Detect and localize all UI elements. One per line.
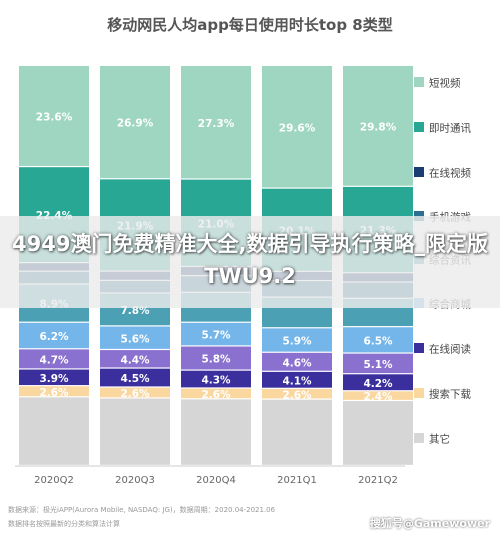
value-label: 2.4% (363, 391, 393, 403)
bar-segment (262, 371, 332, 388)
bar-segment (19, 369, 89, 386)
value-label: 2.6% (120, 388, 150, 400)
value-label: 26.9% (117, 118, 154, 130)
value-label: 2.6% (39, 387, 69, 399)
overlay-headline: 4949澳门免费精准大全,数据引导执行策略_限定版TWU9.2 (12, 232, 488, 288)
value-label: 29.8% (360, 121, 397, 133)
category-label: 2020Q3 (115, 475, 155, 486)
value-label: 6.2% (39, 331, 69, 343)
bar-segment (262, 352, 332, 371)
value-label: 2.6% (282, 389, 312, 401)
value-label: 23.6% (36, 112, 73, 124)
value-label: 4.4% (120, 354, 150, 366)
bar-segment (19, 349, 89, 369)
value-label: 29.6% (279, 122, 316, 134)
overlay-band (0, 216, 500, 308)
legend-swatch (414, 388, 424, 398)
legend-label: 在线阅读 (429, 343, 471, 356)
legend-label: 搜索下载 (429, 388, 471, 401)
bar-segment (100, 350, 170, 368)
legend-swatch (414, 433, 424, 443)
bar-segment (19, 66, 89, 166)
value-label: 4.2% (363, 378, 393, 390)
legend-swatch (414, 167, 424, 177)
value-label: 27.3% (198, 118, 235, 130)
bar-segment (262, 399, 332, 465)
bar-segment (262, 328, 332, 352)
category-labels-layer: 2020Q2 2020Q3 2020Q4 2021Q1 2021Q2 (34, 475, 398, 486)
bar-segment (343, 374, 413, 391)
value-label: 4.3% (201, 375, 231, 387)
legend-label: 短视频 (429, 77, 461, 90)
bar-segment (181, 66, 251, 179)
bar-segment (100, 66, 170, 179)
category-label: 2021Q2 (358, 475, 398, 486)
bar-segment (19, 397, 89, 465)
bar-segment (262, 66, 332, 188)
legend-label: 即时通讯 (429, 122, 471, 135)
value-label: 4.7% (39, 354, 69, 366)
value-label: 5.7% (201, 330, 231, 342)
legend-swatch (414, 343, 424, 353)
bar-segment (181, 370, 251, 388)
bar-segment (262, 388, 332, 399)
value-label: 4.6% (282, 357, 312, 369)
chart-title: 移动网民人均app每日使用时长top 8类型 (107, 16, 392, 34)
value-label: 5.1% (363, 359, 393, 371)
bar-segment (343, 66, 413, 186)
source-note: 数据来源：极光iAPP(Aurora Mobile, NASDAQ: JG)，数… (8, 505, 276, 514)
value-label: 7.8% (120, 305, 150, 317)
value-label: 6.5% (363, 335, 393, 347)
bar-segment (19, 386, 89, 397)
bar-segment (100, 368, 170, 387)
bar-segment (19, 322, 89, 349)
category-label: 2020Q2 (34, 475, 74, 486)
category-label: 2021Q1 (277, 475, 317, 486)
value-label: 2.6% (201, 389, 231, 401)
legend-swatch (414, 77, 424, 87)
bar-segment (343, 327, 413, 353)
bar-segment (100, 326, 170, 349)
legend-label: 在线视频 (429, 167, 471, 180)
bar-segment (343, 401, 413, 465)
value-label: 3.9% (39, 373, 69, 385)
value-label: 5.9% (282, 336, 312, 348)
bar-segment (100, 398, 170, 465)
value-label: 4.5% (120, 373, 150, 385)
value-label: 5.6% (120, 333, 150, 345)
category-label: 2020Q4 (196, 475, 236, 486)
bar-segment (343, 391, 413, 400)
legend-label: 其它 (429, 433, 450, 446)
ranking-note: 数据排名按照最新的分类和算法计算 (8, 519, 120, 528)
watermark: 搜狐号@Gamewower (369, 517, 490, 530)
bar-segment (181, 322, 251, 346)
bar-segment (343, 353, 413, 374)
value-label: 5.8% (201, 354, 231, 366)
bar-segment (100, 387, 170, 398)
value-label: 4.1% (282, 375, 312, 387)
bar-segment (181, 346, 251, 370)
bar-segment (181, 399, 251, 465)
bar-segment (181, 388, 251, 399)
legend-swatch (414, 122, 424, 132)
